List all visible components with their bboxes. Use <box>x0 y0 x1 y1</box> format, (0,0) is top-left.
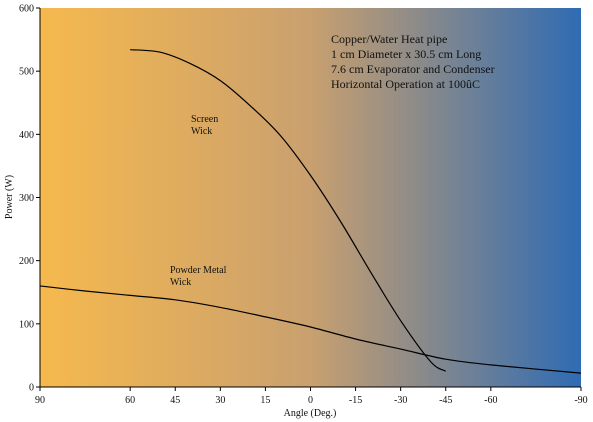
info-block: Copper/Water Heat pipe 1 cm Diameter x 3… <box>331 32 495 91</box>
y-tick-label: 100 <box>19 319 34 330</box>
y-axis-label: Power (W) <box>4 175 15 219</box>
powder-metal-wick-label: Powder Metal Wick <box>170 265 227 288</box>
info-line-4: Horizontal Operation at 100ûC <box>331 77 480 91</box>
x-tick-label: 30 <box>215 395 225 406</box>
y-tick-label: 0 <box>29 383 34 394</box>
x-tick-label: -45 <box>439 395 452 406</box>
x-tick-label: 45 <box>170 395 180 406</box>
info-line-1: Copper/Water Heat pipe <box>331 32 447 46</box>
powder-wick-label-line-2: Wick <box>170 277 191 288</box>
series-layer <box>39 49 582 374</box>
x-tick-label: -15 <box>349 395 362 406</box>
x-tick-label: -30 <box>394 395 407 406</box>
powder-wick-label-line-1: Powder Metal <box>170 265 227 276</box>
y-tick-label: 300 <box>19 193 34 204</box>
y-tick-label: 600 <box>19 4 34 15</box>
plot-background <box>40 8 581 387</box>
screen-wick-label-line-1: Screen <box>191 114 218 125</box>
x-axis-label: Angle (Deg.) <box>284 408 337 419</box>
y-tick-label: 400 <box>19 130 34 141</box>
x-tick-label: 15 <box>260 395 270 406</box>
screen-wick-label-line-2: Wick <box>191 126 212 137</box>
screen-wick-label: Screen Wick <box>191 114 218 137</box>
y-tick-label: 500 <box>19 67 34 78</box>
x-tick-label: 90 <box>35 395 45 406</box>
info-line-2: 1 cm Diameter x 30.5 cm Long <box>331 47 481 61</box>
axes: 90 60 45 30 15 0 -15 -30 -45 -60 -90 0 100 200 300 400 5… <box>19 4 588 407</box>
x-tick-label: -60 <box>484 395 497 406</box>
series-line-screen-wick <box>130 49 447 372</box>
x-tick-label: 0 <box>308 395 313 406</box>
x-tick-label: -90 <box>574 395 587 406</box>
info-line-3: 7.6 cm Evaporator and Condenser <box>331 62 495 76</box>
y-tick-label: 200 <box>19 256 34 267</box>
series-line-powder-metal-wick <box>39 285 582 374</box>
x-tick-label: 60 <box>125 395 135 406</box>
